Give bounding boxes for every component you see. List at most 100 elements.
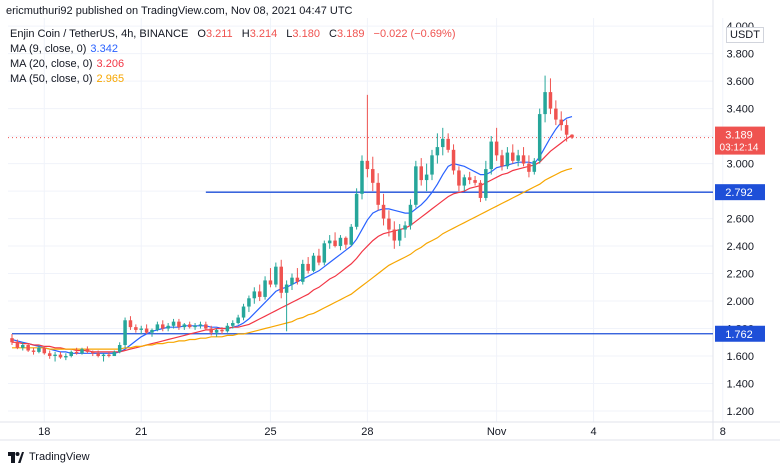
ma20-value: 3.206	[96, 58, 125, 70]
candle	[26, 343, 30, 352]
candle-body	[139, 328, 143, 330]
y-tick-label: 2.600	[726, 214, 754, 226]
candle	[344, 236, 348, 249]
close-value: 3.189	[336, 28, 365, 40]
candle-body	[268, 280, 273, 285]
level-badge-bg	[715, 184, 765, 201]
candle	[537, 108, 542, 164]
ma9-legend[interactable]: MA (9, close, 0) 3.342	[10, 43, 118, 55]
candle-body	[155, 324, 160, 330]
tradingview-footer[interactable]: TradingView	[8, 451, 90, 463]
candle	[290, 273, 294, 291]
candle-body	[10, 338, 14, 343]
candle	[376, 173, 380, 211]
candle-body	[214, 329, 219, 333]
candle-body	[58, 354, 63, 358]
symbol-name[interactable]: Enjin Coin / TetherUS, 4h, BINANCE	[10, 28, 189, 40]
candle-body	[435, 147, 440, 156]
candle	[511, 144, 515, 164]
candle-body	[467, 177, 472, 181]
candle-body	[204, 324, 208, 329]
candle	[247, 295, 251, 313]
candle	[446, 133, 450, 153]
candle	[279, 259, 283, 299]
candle	[559, 111, 563, 131]
candle-body	[387, 218, 391, 230]
candle	[252, 287, 257, 304]
candle-body	[236, 317, 240, 324]
candle-body	[144, 328, 149, 333]
candle-body	[489, 141, 493, 170]
candle	[564, 119, 569, 142]
candle	[403, 221, 407, 238]
high-label: H	[241, 28, 250, 40]
candle	[198, 321, 203, 329]
candle-body	[333, 240, 337, 247]
y-tick-label: 1.600	[726, 351, 754, 363]
candle	[74, 347, 79, 355]
candle	[112, 350, 117, 357]
candle	[349, 224, 353, 247]
candle-body	[53, 354, 57, 357]
candle	[69, 350, 73, 358]
candle	[435, 133, 440, 164]
candle-body	[505, 152, 510, 167]
candle	[15, 339, 20, 350]
candle	[171, 318, 176, 329]
candle-body	[360, 160, 364, 194]
level-badge-bg	[715, 325, 765, 342]
candle-body	[338, 237, 343, 247]
candle-body	[26, 345, 30, 351]
candle	[117, 342, 122, 354]
candle	[47, 350, 52, 359]
ma50-legend[interactable]: MA (50, close, 0) 2.965	[10, 73, 124, 85]
candle	[155, 321, 160, 332]
candle	[268, 268, 273, 288]
x-tick-label: 18	[38, 426, 50, 438]
candle	[451, 144, 456, 175]
candle	[187, 321, 192, 329]
candle	[80, 347, 84, 355]
candle-body	[397, 229, 402, 241]
candle	[123, 317, 127, 348]
candle	[150, 328, 154, 337]
candle	[295, 268, 300, 285]
candle-body	[392, 229, 397, 241]
candle-body	[96, 353, 100, 357]
x-tick-label: 21	[135, 426, 147, 438]
open-label: O	[197, 28, 206, 40]
candle-body	[112, 351, 117, 357]
low-value: 3.180	[292, 28, 320, 40]
candle	[489, 136, 493, 175]
candle	[408, 199, 413, 230]
ma-line	[12, 134, 573, 353]
candle-body	[220, 329, 224, 332]
currency-badge[interactable]: USDT	[726, 27, 764, 43]
y-tick-label: 1.400	[726, 379, 754, 391]
candle-body	[473, 180, 477, 183]
candle	[397, 224, 402, 247]
candle-body	[85, 349, 90, 352]
ma50-label: MA (50, close, 0)	[10, 73, 93, 85]
candle-body	[295, 277, 300, 282]
candle-body	[284, 284, 289, 293]
candle-body	[532, 160, 537, 172]
candle	[204, 321, 208, 330]
candle-body	[344, 237, 348, 245]
candle-body	[564, 125, 569, 135]
level-price-badge: 2.792	[715, 184, 765, 201]
candle	[182, 323, 187, 330]
x-tick-label: 25	[264, 426, 276, 438]
candle-body	[74, 351, 79, 354]
candle-body	[548, 92, 553, 109]
ma20-legend[interactable]: MA (20, close, 0) 3.206	[10, 58, 124, 70]
candle-body	[193, 325, 197, 328]
candle-body	[209, 328, 213, 333]
candle	[527, 155, 531, 178]
candle-body	[381, 204, 386, 219]
y-tick-label: 2.200	[726, 269, 754, 281]
candle-body	[516, 155, 520, 161]
candle	[371, 156, 375, 192]
